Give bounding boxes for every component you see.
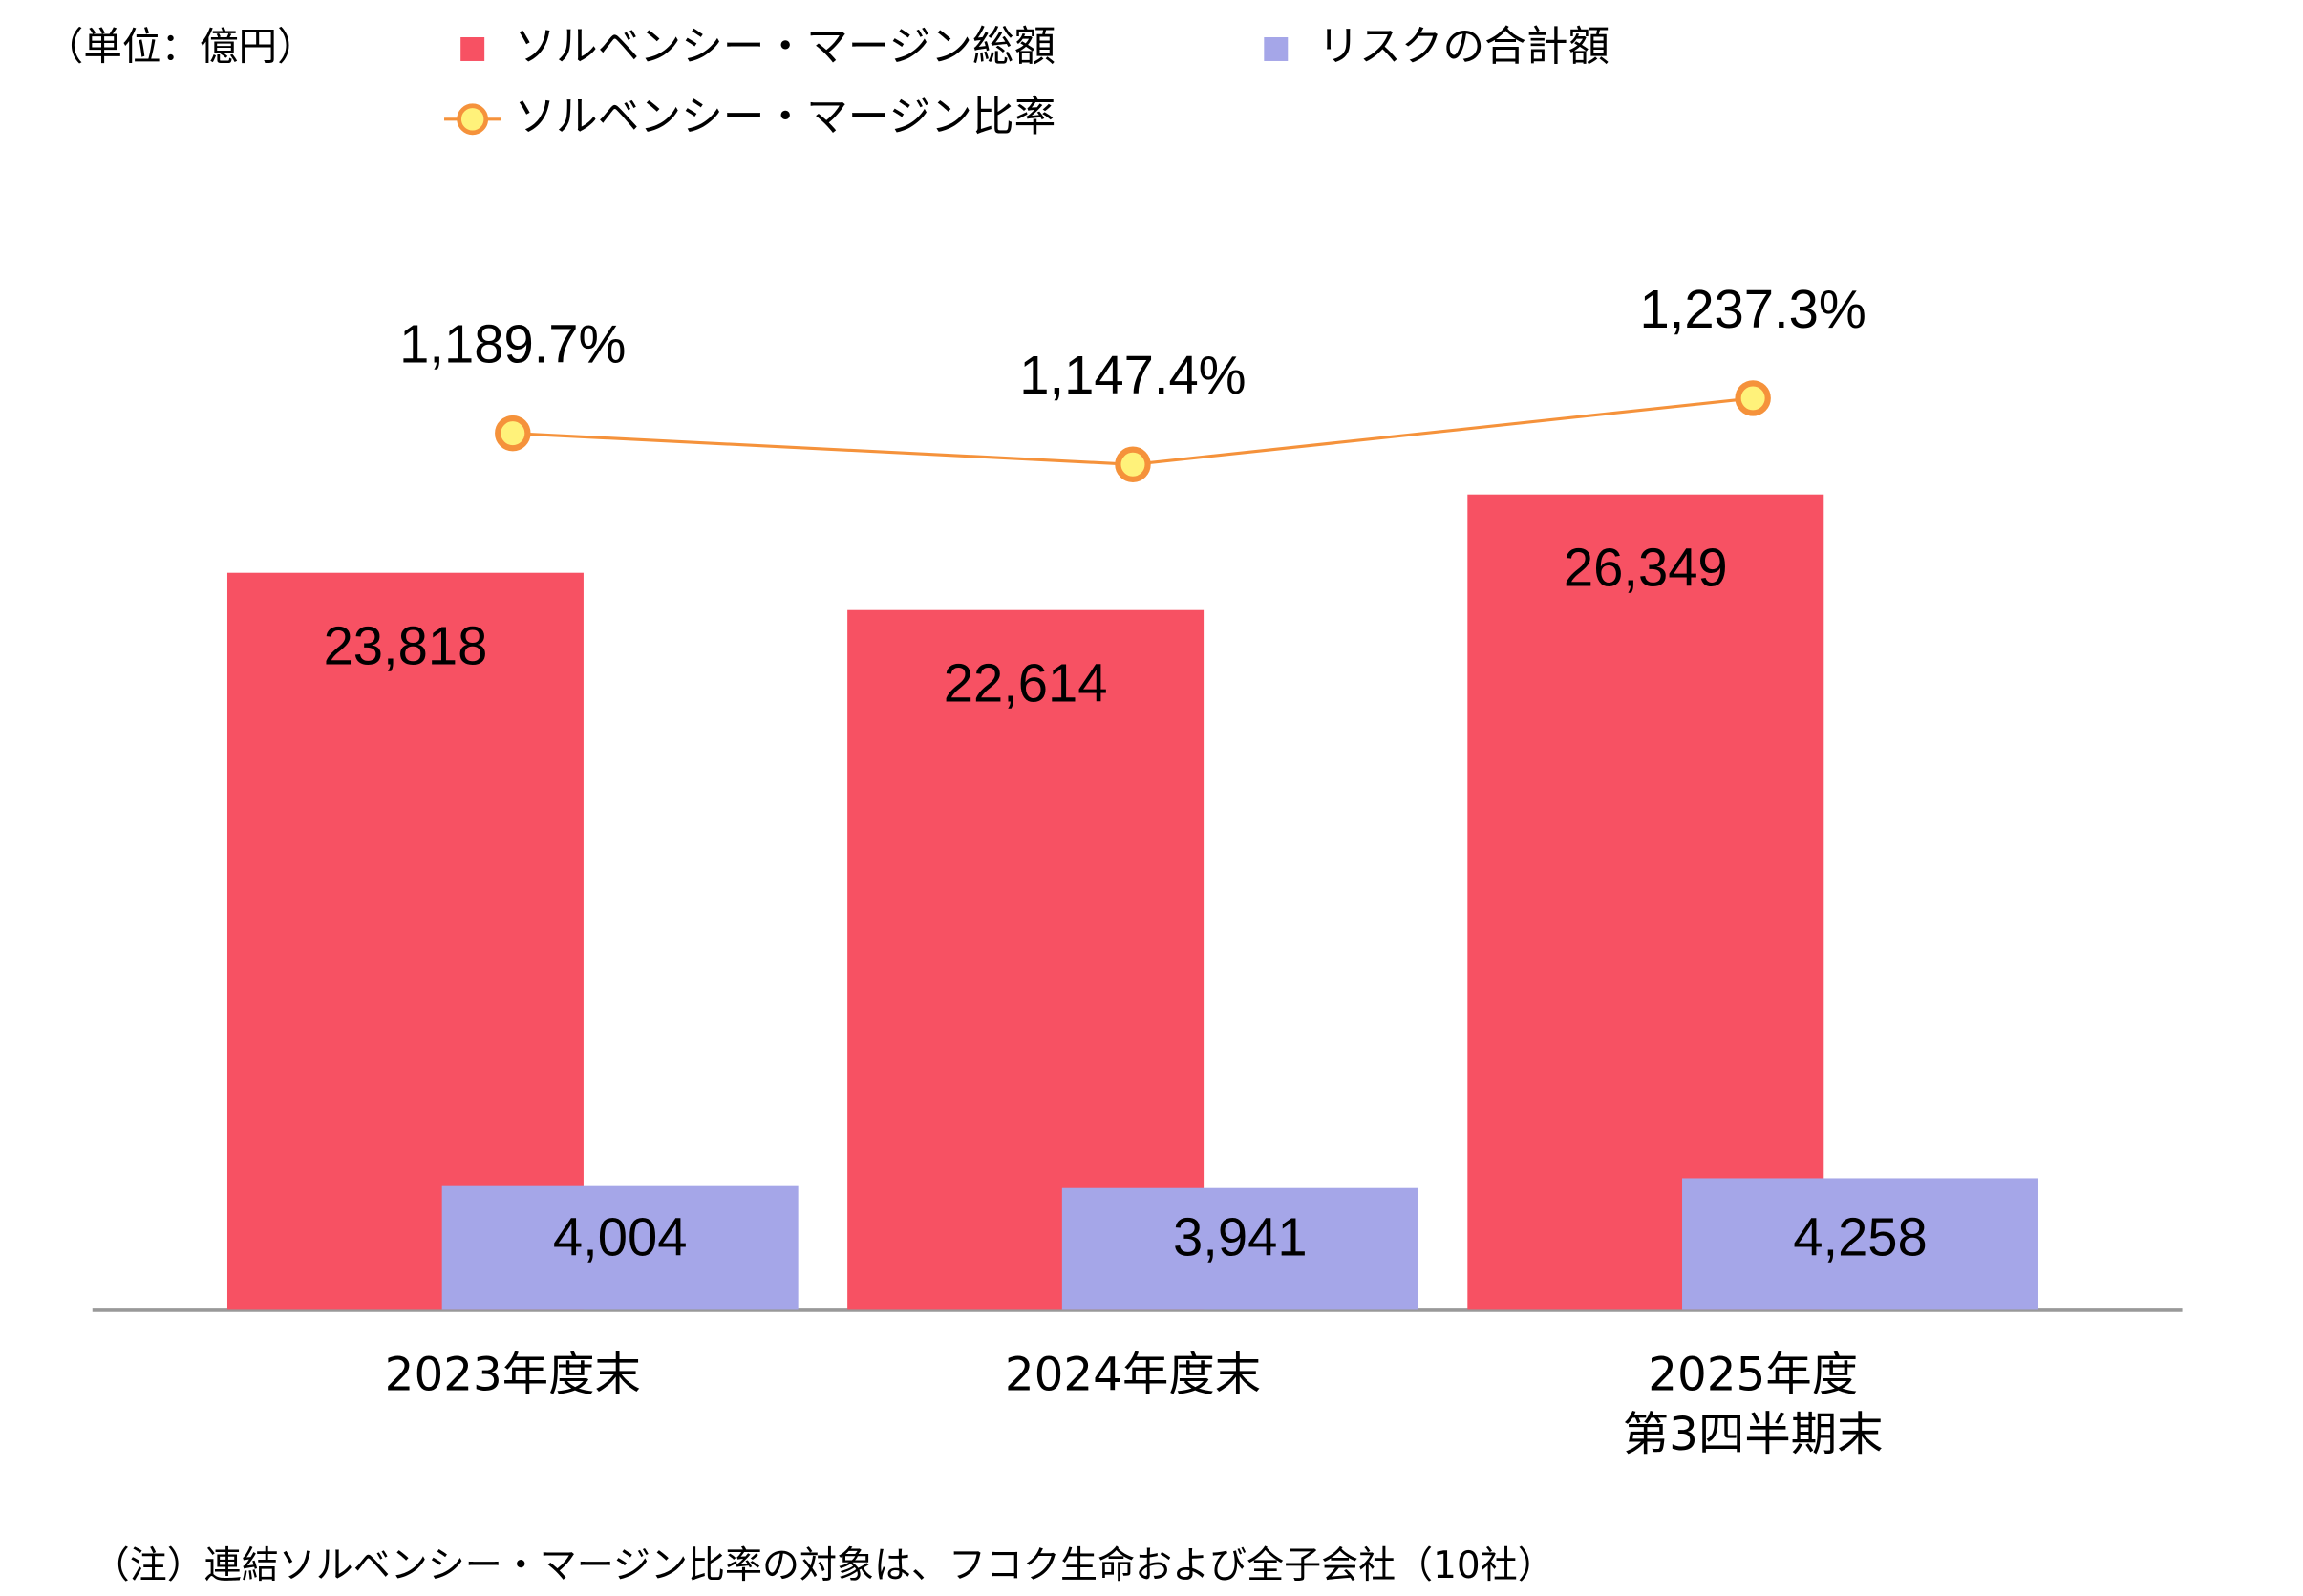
bar [1061,1187,1418,1310]
x-tick-label: 2024年度末 [1004,1348,1262,1403]
value-label: 1,147.4% [1019,345,1246,405]
value-label: 4,004 [553,1206,688,1266]
legend-swatch [1264,37,1289,61]
x-tick-label: 2025年度 第3四半期末 [1622,1348,1884,1462]
bar [1682,1178,2038,1310]
line-marker [1735,380,1771,416]
legend-swatch [460,37,485,61]
value-label: 1,189.7% [399,314,626,374]
bar [441,1185,799,1310]
bar [1467,494,1824,1310]
legend-label: ソルベンシー・マージン比率 [514,93,1056,141]
note: （注）連結ソルベンシー・マージン比率の対象は、フコク生命および全子会社（10社） [93,1544,1555,1587]
value-label: 22,614 [944,653,1108,713]
value-label: 23,818 [324,616,488,676]
value-label: 3,941 [1173,1206,1308,1266]
unit-label: （単位：億円） [45,23,316,69]
value-label: 1,237.3% [1639,279,1866,339]
line-marker [495,415,531,452]
x-tick-label: 2023年度末 [384,1348,641,1403]
legend-marker [457,103,489,136]
legend-label: ソルベンシー・マージン総額 [514,22,1056,71]
legend-label: リスクの合計額 [1317,22,1610,71]
line-marker [1115,446,1151,482]
value-label: 26,349 [1564,538,1728,598]
value-label: 4,258 [1793,1206,1928,1266]
